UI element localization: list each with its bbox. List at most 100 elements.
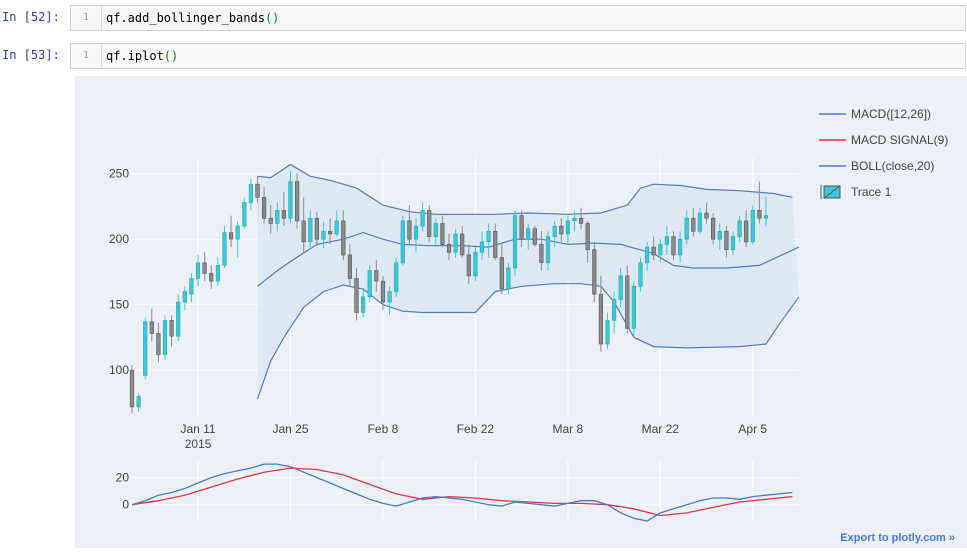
candle-body — [585, 223, 590, 251]
candle-body — [559, 225, 564, 235]
candle-body — [129, 369, 135, 408]
candle — [202, 252, 207, 282]
candle-body — [532, 228, 537, 245]
candle-body — [400, 220, 405, 264]
candle — [281, 192, 287, 227]
candle — [427, 205, 432, 242]
x-tick-label: Mar 8 — [553, 422, 584, 436]
legend-item[interactable]: MACD SIGNAL(9) — [819, 133, 948, 147]
macd-y-tick-label: 20 — [116, 471, 130, 485]
candle — [328, 218, 333, 245]
candle — [354, 268, 359, 321]
candle — [288, 171, 293, 224]
candle — [486, 223, 491, 258]
candle — [162, 315, 168, 360]
candle — [268, 205, 273, 234]
candle — [229, 215, 234, 248]
candle-body — [572, 217, 577, 222]
candle — [182, 286, 187, 310]
candle-body — [691, 217, 696, 232]
candle-body — [156, 333, 161, 355]
candle-body — [578, 217, 584, 224]
candle-body — [466, 254, 471, 277]
legend-item[interactable]: Trace 1 — [820, 185, 892, 199]
code-input-box[interactable]: 1 qf.iplot() — [70, 43, 966, 69]
candle — [420, 202, 425, 232]
candle-body — [143, 321, 148, 376]
candle — [143, 317, 148, 380]
y-tick-label: 100 — [109, 363, 129, 377]
code-line[interactable]: qf.add_bollinger_bands() — [106, 6, 279, 30]
candle-body — [301, 220, 306, 243]
candle-body — [420, 210, 425, 227]
candle — [479, 231, 485, 261]
candle — [684, 210, 689, 245]
candle-body — [717, 231, 722, 240]
candle-body — [288, 181, 293, 219]
candle-body — [704, 212, 709, 219]
candle-body — [347, 254, 353, 279]
plot-output: Jan 11 2015 Jan 25 Feb 8 Feb 22 Mar 8 Mar 22 Ap… — [75, 76, 967, 548]
code-line[interactable]: qf.iplot() — [106, 44, 178, 68]
bollinger-band-fill — [257, 164, 799, 399]
cell-prompt: In [52]: — [2, 10, 60, 24]
candle — [638, 257, 643, 292]
candle-body — [268, 217, 273, 224]
candle — [387, 286, 392, 316]
candle-body — [433, 223, 438, 237]
candle — [585, 220, 590, 263]
candle — [618, 268, 623, 308]
candle-body — [677, 238, 683, 256]
candle — [539, 231, 544, 271]
candle — [519, 210, 524, 248]
candle — [453, 228, 458, 258]
candle — [658, 239, 663, 263]
legend-item[interactable]: BOLL(close,20) — [819, 159, 934, 173]
candle-body — [235, 225, 240, 240]
candle-body — [757, 210, 762, 219]
candle — [611, 291, 617, 334]
candle-body — [592, 249, 597, 295]
candle-body — [697, 212, 702, 232]
candle-body — [374, 270, 379, 282]
notebook-cell-53: In [53]: 1 qf.iplot() — [0, 43, 967, 69]
candle — [367, 265, 372, 303]
export-to-plotly-link[interactable]: Export to plotly.com » — [840, 532, 955, 544]
code-parens: () — [163, 49, 179, 63]
candle-body — [750, 210, 755, 243]
candle-body — [664, 236, 669, 245]
candle — [493, 223, 498, 261]
candle — [757, 181, 762, 224]
candle — [552, 220, 557, 248]
candle — [671, 231, 676, 261]
code-input-box[interactable]: 1 qf.add_bollinger_bands() — [70, 5, 966, 31]
candle-body — [407, 220, 412, 240]
candle-body — [136, 396, 141, 408]
code-call: qf.add_bollinger_bands — [106, 11, 265, 25]
x-tick-label: Feb 22 — [457, 422, 495, 436]
candle-body — [149, 321, 154, 334]
candle-body — [229, 232, 234, 240]
candle — [413, 218, 419, 253]
candle-body — [625, 275, 630, 329]
candle — [275, 202, 280, 232]
x-tick-label: 2015 — [185, 437, 212, 451]
candle — [466, 244, 471, 284]
candle-body — [321, 231, 326, 240]
macd-y-tick-label: 0 — [122, 498, 129, 512]
macd-plot-area — [132, 460, 799, 521]
candle — [360, 288, 366, 318]
candle-body — [598, 293, 603, 345]
candle-body — [209, 272, 214, 282]
candle-body — [222, 232, 227, 266]
candle — [763, 197, 769, 227]
legend-item[interactable]: MACD([12,26]) — [819, 107, 931, 121]
y-tick-label: 150 — [109, 298, 129, 312]
candle — [559, 218, 564, 242]
candle-body — [506, 267, 511, 290]
candle-body — [763, 215, 769, 219]
candle-body — [453, 233, 458, 253]
candle-body — [651, 246, 656, 256]
candle-body — [360, 296, 366, 313]
